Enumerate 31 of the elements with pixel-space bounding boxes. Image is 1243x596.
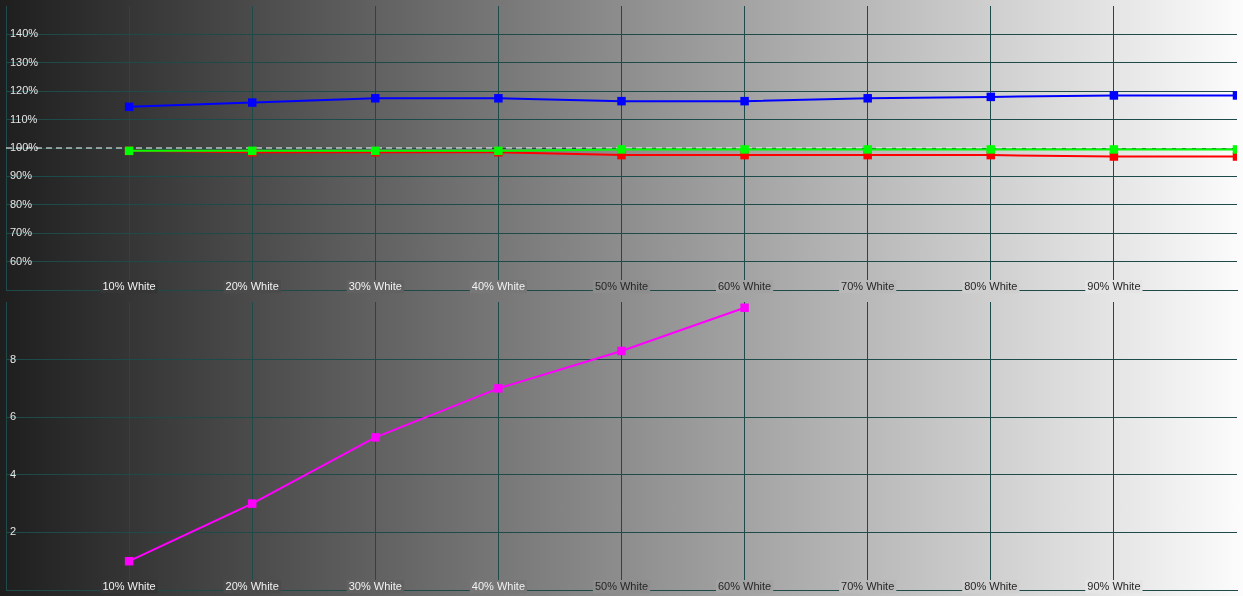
x-tick-label: 60% White xyxy=(718,279,772,292)
x-tick-label: 20% White xyxy=(225,279,279,292)
x-tick-label: 90% White xyxy=(1087,279,1141,292)
y-tick-label: 80% xyxy=(10,197,33,210)
y-tick-label: 6 xyxy=(10,410,17,423)
y-tick-label: 130% xyxy=(10,55,39,68)
x-tick-label: 40% White xyxy=(471,279,525,292)
y-tick-label: 140% xyxy=(10,27,39,40)
y-tick-label: 100% xyxy=(10,141,39,154)
y-tick-label: 110% xyxy=(10,112,38,125)
x-tick-label: 80% White xyxy=(964,279,1018,292)
x-tick-label: 20% White xyxy=(225,579,279,592)
x-tick-label: 40% White xyxy=(471,579,525,592)
y-tick-label: 8 xyxy=(10,352,17,365)
x-tick-label: 70% White xyxy=(841,579,895,592)
x-tick-label: 10% White xyxy=(102,279,156,292)
y-tick-label: 120% xyxy=(10,84,39,97)
x-tick-label: 50% White xyxy=(594,279,649,292)
x-tick-label: 10% White xyxy=(102,579,156,592)
y-tick-label: 2 xyxy=(10,525,17,538)
x-tick-label: 70% White xyxy=(841,279,895,292)
x-tick-label: 60% White xyxy=(718,579,772,592)
y-tick-label: 4 xyxy=(10,467,17,480)
y-tick-label: 90% xyxy=(10,169,33,182)
y-tick-label: 60% xyxy=(10,254,33,267)
y-tick-label: 70% xyxy=(10,226,33,239)
x-tick-label: 30% White xyxy=(348,579,402,592)
x-tick-label: 30% White xyxy=(348,279,402,292)
x-tick-label: 90% White xyxy=(1087,579,1141,592)
x-tick-label: 80% White xyxy=(964,579,1018,592)
x-tick-label: 50% White xyxy=(594,579,649,592)
